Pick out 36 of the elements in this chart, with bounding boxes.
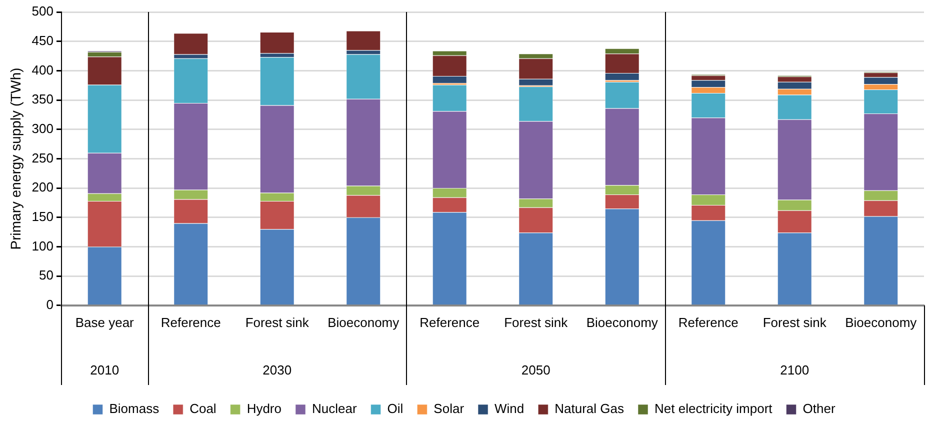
x-tick-label: Bioeconomy xyxy=(328,314,400,330)
legend-label: Biomass xyxy=(109,401,160,416)
y-tick-label: 300 xyxy=(32,120,54,136)
legend-label: Nuclear xyxy=(312,401,358,416)
x-tick-label: Reference xyxy=(420,314,480,330)
legend-label: Other xyxy=(802,401,836,416)
y-tick-label: 400 xyxy=(32,62,54,78)
text: 2100 xyxy=(780,362,810,378)
legend-label: Oil xyxy=(387,401,404,416)
legend-label: Solar xyxy=(434,401,465,416)
y-tick-label: 500 xyxy=(32,4,54,19)
y-tick-label: 150 xyxy=(32,208,54,224)
legend-label: Hydro xyxy=(246,401,282,416)
y-tick-label: 250 xyxy=(32,150,54,166)
y-tick-label: 0 xyxy=(46,296,54,312)
x-tick-label: Bioeconomy xyxy=(586,314,658,330)
x-tick-label: Forest sink xyxy=(762,314,827,330)
y-tick-label: 350 xyxy=(32,92,54,107)
y-tick-label: 50 xyxy=(39,268,54,283)
x-tick-label: Forest sink xyxy=(504,314,568,330)
y-tick-label: 100 xyxy=(32,238,54,254)
legend-label: Net electricity import xyxy=(654,401,773,416)
x-tick-label: Forest sink xyxy=(245,314,310,330)
text: 2050 xyxy=(521,362,550,378)
x-tick-label: Base year xyxy=(75,314,135,330)
y-tick-label: 200 xyxy=(32,180,54,195)
x-tick-label: Reference xyxy=(678,314,738,330)
legend-label: Wind xyxy=(494,401,524,416)
y-tick-label: 450 xyxy=(32,32,54,48)
text: 2010 xyxy=(90,362,120,378)
text: 2030 xyxy=(262,362,292,378)
x-tick-label: Bioeconomy xyxy=(845,314,918,330)
y-axis-title: Primary energy supply (TWh) xyxy=(7,68,24,250)
x-tick-label: Reference xyxy=(160,314,221,330)
legend-label: Natural Gas xyxy=(554,401,625,416)
legend-label: Coal xyxy=(190,401,216,416)
